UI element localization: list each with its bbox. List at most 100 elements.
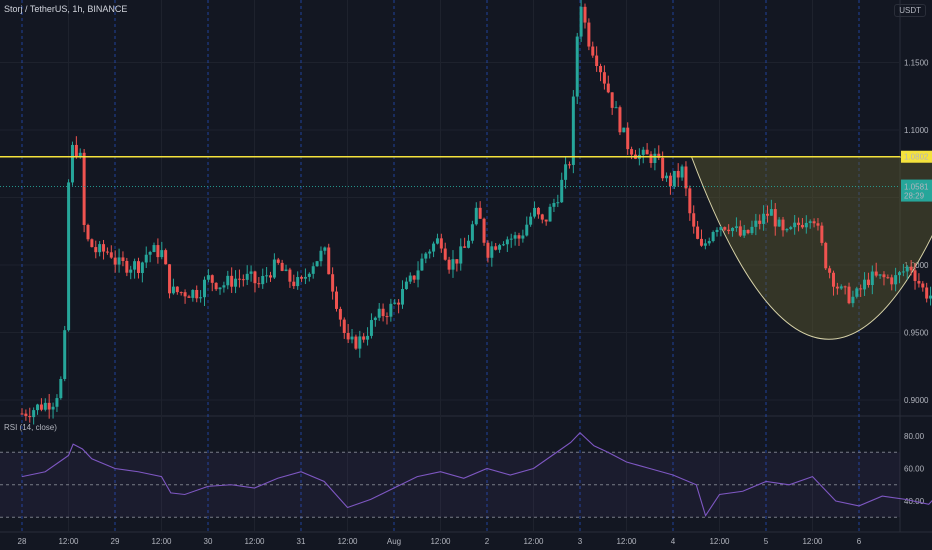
currency-badge[interactable]: USDT — [894, 4, 926, 17]
candle-body — [206, 275, 210, 280]
rsi-tick-label: 80.00 — [904, 432, 925, 441]
symbol-title: Storj / TetherUS, 1h, BINANCE — [4, 4, 128, 14]
candle-body — [738, 226, 742, 236]
candle-body — [463, 246, 467, 248]
candle-body — [160, 250, 164, 258]
candle-body — [843, 286, 847, 288]
candle-body — [237, 278, 241, 280]
candle-body — [719, 227, 723, 230]
price-tick-label: 0.9500 — [904, 329, 929, 338]
candle-body — [381, 308, 385, 317]
time-tick-label: 12:00 — [337, 537, 358, 546]
candle-body — [98, 244, 102, 253]
candle-body — [307, 273, 311, 277]
candle-body — [688, 188, 692, 214]
candle-body — [905, 266, 909, 272]
candle-body — [587, 22, 591, 47]
time-tick-label: Aug — [387, 537, 401, 546]
candle-body — [156, 245, 160, 258]
candle-body — [901, 271, 905, 273]
candle-body — [331, 274, 335, 292]
candle-body — [680, 166, 684, 178]
candle-body — [758, 220, 762, 224]
candle-body — [447, 259, 451, 270]
candle-body — [645, 149, 649, 155]
candle-body — [699, 238, 703, 246]
candle-body — [486, 242, 490, 258]
candle-body — [432, 243, 436, 252]
candle-body — [882, 274, 886, 278]
candle-body — [385, 316, 389, 318]
candle-body — [676, 170, 680, 178]
candle-body — [63, 330, 67, 379]
candle-body — [102, 244, 106, 252]
candle-body — [202, 279, 206, 298]
candle-body — [467, 240, 471, 248]
candle-body — [886, 277, 890, 279]
candle-body — [280, 262, 284, 271]
time-tick-label: 4 — [671, 537, 676, 546]
candle-body — [470, 224, 474, 241]
candle-body — [292, 281, 296, 287]
candle-body — [435, 238, 439, 244]
candle-body — [354, 336, 358, 349]
candle-body — [171, 286, 175, 294]
candle-body — [191, 289, 195, 298]
candle-body — [303, 276, 307, 279]
candle-body — [187, 296, 191, 298]
candle-body — [556, 202, 560, 204]
candle-body — [540, 214, 544, 220]
candle-body — [284, 269, 288, 271]
price-tick-label: 1.1000 — [904, 126, 929, 135]
candle-body — [878, 274, 882, 276]
candle-body — [474, 207, 478, 225]
candle-body — [70, 144, 74, 183]
candle-body — [377, 308, 381, 318]
candle-body — [630, 149, 634, 155]
last-price-tag — [901, 179, 932, 202]
candle-body — [327, 247, 331, 275]
candle-body — [490, 246, 494, 258]
candle-body — [692, 213, 696, 227]
candle-body — [125, 260, 129, 273]
candle-body — [451, 259, 455, 270]
time-tick-label: 12:00 — [430, 537, 451, 546]
candle-body — [583, 6, 587, 23]
candle-body — [129, 269, 133, 273]
candle-body — [43, 402, 47, 410]
candle-body — [544, 219, 548, 222]
candle-body — [641, 149, 645, 155]
candle-body — [762, 213, 766, 224]
rsi-line — [21, 431, 932, 517]
candle-body — [401, 289, 405, 305]
candle-body — [529, 216, 533, 225]
candle-body — [241, 279, 245, 281]
level-tag-label: 1.0802 — [904, 153, 929, 162]
time-tick-label: 12:00 — [244, 537, 265, 546]
candle-body — [746, 229, 750, 234]
candle-body — [552, 202, 556, 207]
candle-body — [835, 286, 839, 289]
candle-body — [863, 279, 867, 290]
candle-body — [152, 245, 156, 253]
candle-body — [199, 297, 203, 299]
candle-body — [824, 242, 828, 269]
candle-body — [78, 152, 82, 157]
time-tick-label: 12:00 — [802, 537, 823, 546]
rsi-indicator-label[interactable]: RSI (14, close) — [4, 423, 57, 432]
candle-body — [498, 245, 502, 250]
candle-body — [781, 219, 785, 231]
candle-body — [622, 127, 626, 133]
candle-body — [94, 247, 98, 253]
candle-body — [649, 154, 653, 163]
time-tick-label: 12:00 — [58, 537, 79, 546]
candle-body — [773, 209, 777, 227]
candle-body — [300, 277, 304, 279]
candle-body — [28, 416, 32, 418]
candle-body — [536, 207, 540, 215]
candle-body — [183, 292, 187, 297]
candle-body — [925, 287, 929, 299]
rsi-tick-label: 60.00 — [904, 465, 925, 474]
time-tick-label: 12:00 — [523, 537, 544, 546]
